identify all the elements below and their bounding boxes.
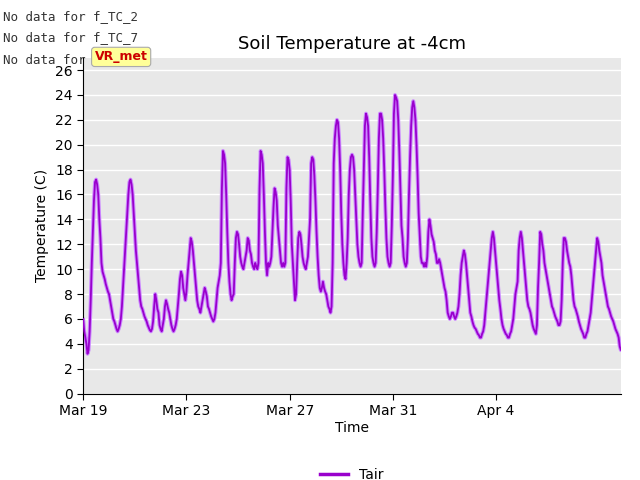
Text: VR_met: VR_met	[95, 50, 148, 63]
Title: Soil Temperature at -4cm: Soil Temperature at -4cm	[238, 35, 466, 53]
Text: No data for f_TC_2: No data for f_TC_2	[3, 10, 138, 23]
Y-axis label: Temperature (C): Temperature (C)	[35, 169, 49, 282]
X-axis label: Time: Time	[335, 421, 369, 435]
Text: No data for f_TC_7: No data for f_TC_7	[3, 31, 138, 44]
Legend: Tair: Tair	[315, 462, 389, 480]
Text: No data for f_TC_12: No data for f_TC_12	[3, 53, 146, 66]
